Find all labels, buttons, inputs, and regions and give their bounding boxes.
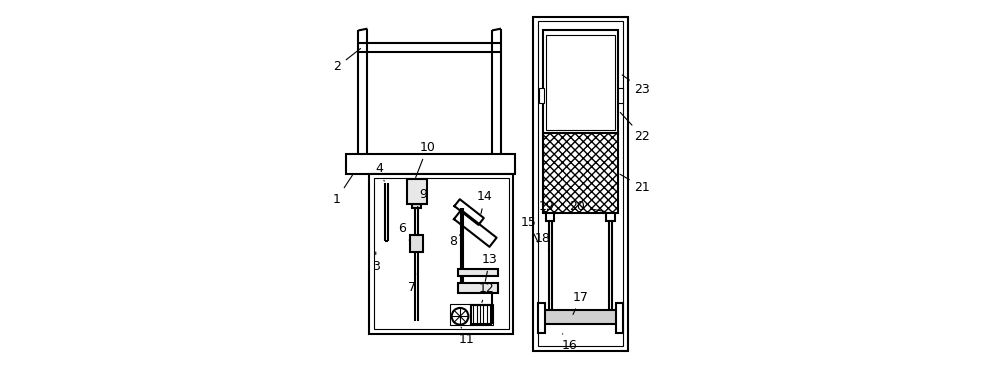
Bar xyxy=(412,204,421,208)
Text: 4: 4 xyxy=(375,162,384,181)
Bar xyxy=(543,133,618,213)
Bar xyxy=(410,235,423,252)
Bar xyxy=(606,212,615,221)
Text: 13: 13 xyxy=(482,253,498,281)
Bar xyxy=(546,212,554,221)
Bar xyxy=(616,303,623,333)
Text: 17: 17 xyxy=(573,291,589,314)
Text: 21: 21 xyxy=(620,174,650,194)
Text: 19: 19 xyxy=(539,200,554,213)
Text: 11: 11 xyxy=(459,327,474,346)
Text: 15: 15 xyxy=(520,216,538,242)
Bar xyxy=(458,269,498,276)
Bar xyxy=(543,30,618,134)
Bar xyxy=(374,178,509,329)
Text: 18: 18 xyxy=(535,232,551,251)
Text: 20: 20 xyxy=(569,200,606,213)
Bar xyxy=(546,35,615,130)
Bar xyxy=(346,154,515,174)
Bar xyxy=(539,88,544,103)
Text: 14: 14 xyxy=(477,190,493,214)
Bar xyxy=(369,174,513,334)
Bar xyxy=(458,283,498,293)
Bar xyxy=(538,21,623,346)
Text: 1: 1 xyxy=(333,175,352,206)
Bar xyxy=(407,179,427,204)
Text: 12: 12 xyxy=(478,282,494,302)
Text: 6: 6 xyxy=(398,222,409,240)
Text: 2: 2 xyxy=(333,49,361,73)
Text: 23: 23 xyxy=(622,75,650,96)
Text: 8: 8 xyxy=(449,234,461,248)
Text: 10: 10 xyxy=(416,141,435,178)
Text: 9: 9 xyxy=(417,188,427,208)
Bar xyxy=(538,303,545,333)
Bar xyxy=(450,303,493,325)
Bar xyxy=(533,16,628,351)
Text: 22: 22 xyxy=(620,112,650,143)
Bar xyxy=(618,88,623,103)
Text: 3: 3 xyxy=(372,252,380,273)
Bar xyxy=(543,310,618,324)
Bar xyxy=(471,305,491,324)
Text: 7: 7 xyxy=(408,274,416,294)
Text: 16: 16 xyxy=(562,334,578,352)
